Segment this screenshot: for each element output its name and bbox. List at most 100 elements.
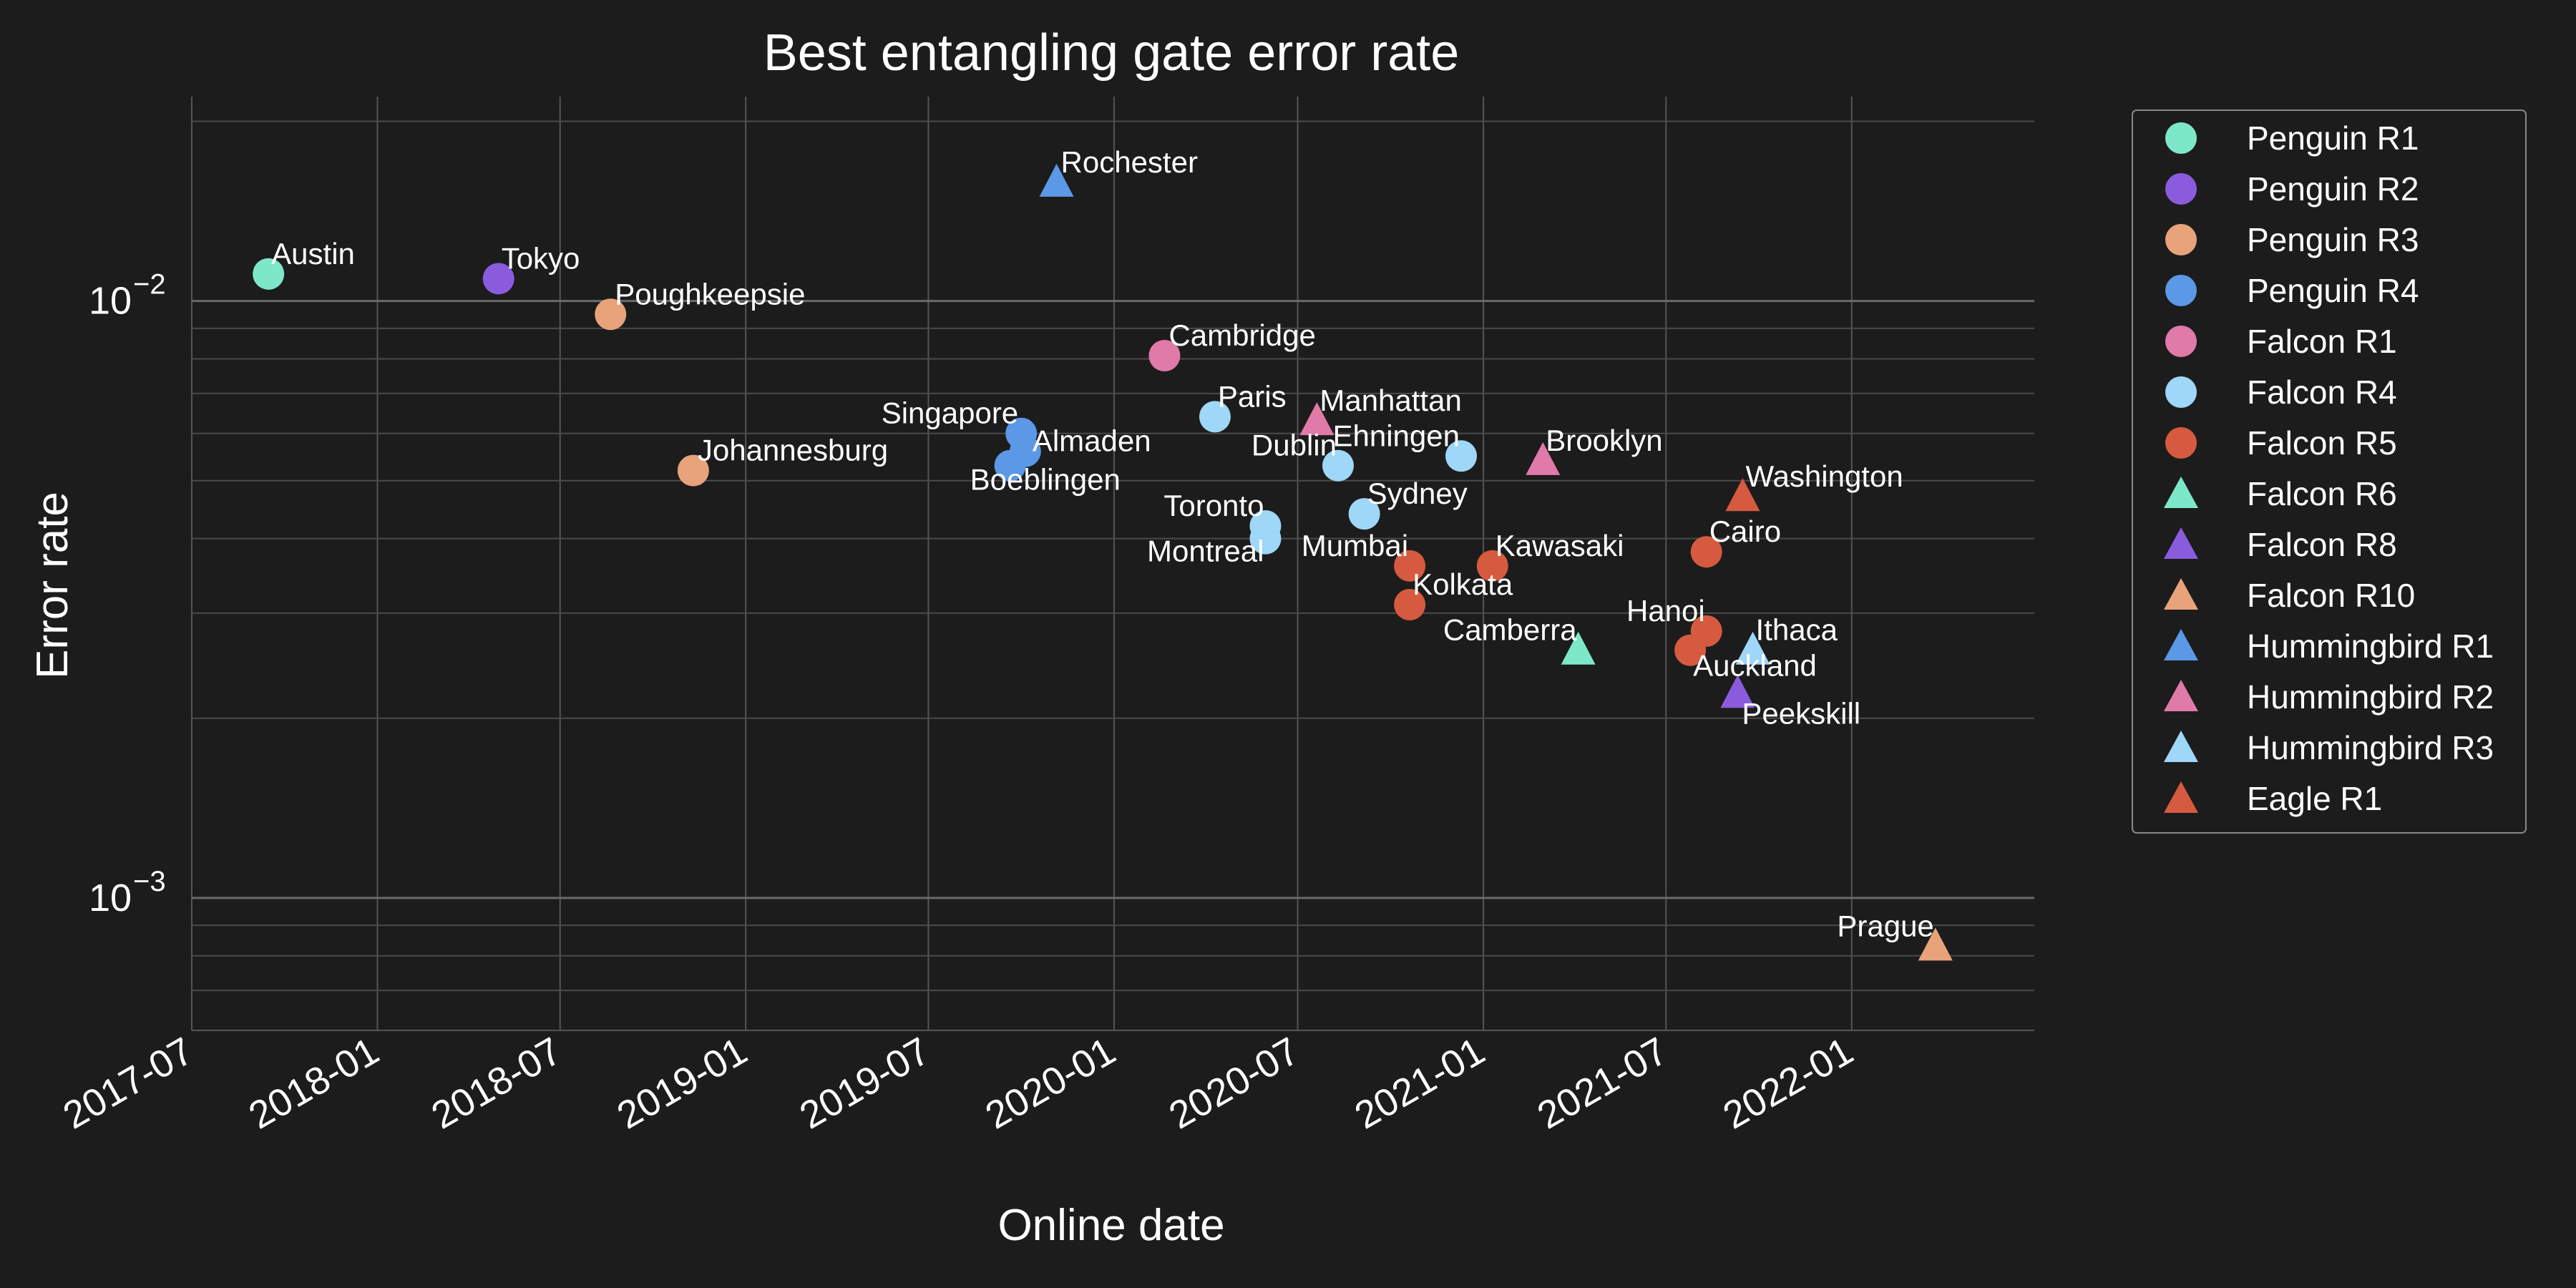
legend-item: Penguin R3 [2165, 221, 2419, 258]
legend-marker [2164, 527, 2198, 559]
legend-marker [2164, 680, 2198, 711]
legend-label: Falcon R5 [2247, 424, 2397, 462]
x-axis-label: Online date [997, 1201, 1224, 1250]
x-tick-labels: 2017-07 2018-01 2018-07 2019-01 2019-07 2020-… [56, 1029, 1860, 1137]
legend-marker [2164, 629, 2198, 660]
legend-marker [2165, 224, 2197, 255]
label-ehningen: Ehningen [1333, 419, 1460, 452]
label-camberra: Camberra [1443, 613, 1577, 647]
legend-items: Penguin R1 Penguin R2 Penguin R3 Penguin R4… [2164, 119, 2494, 817]
legend: Penguin R1 Penguin R2 Penguin R3 Penguin R4… [2132, 109, 2527, 834]
point-montreal [1249, 522, 1282, 555]
x-tick-label: 2021-07 [1531, 1029, 1675, 1137]
label-ithaca: Ithaca [1756, 613, 1838, 647]
x-tick-label: 2019-07 [793, 1029, 937, 1137]
legend-label: Falcon R6 [2247, 475, 2397, 512]
x-tick-label: 2020-07 [1162, 1029, 1307, 1137]
legend-item: Falcon R10 [2164, 577, 2415, 614]
y-tick-label: 10 −2 [89, 269, 166, 323]
label-hanoi: Hanoi [1626, 594, 1705, 628]
x-tick-label: 2021-01 [1347, 1029, 1492, 1137]
legend-marker [2165, 122, 2197, 154]
point-cairo [1690, 536, 1722, 568]
y-tick-exponent: −3 [133, 866, 166, 897]
point-camberra [1561, 631, 1596, 665]
legend-item: Penguin R1 [2165, 119, 2419, 157]
legend-item: Falcon R6 [2164, 475, 2397, 512]
legend-label: Falcon R4 [2247, 374, 2397, 411]
legend-item: Falcon R5 [2165, 424, 2397, 462]
y-tick-label: 10 −3 [89, 866, 166, 919]
label-austin: Austin [271, 237, 355, 270]
legend-label: Falcon R8 [2247, 526, 2397, 563]
legend-marker [2165, 376, 2197, 408]
point-prague [1918, 927, 1953, 961]
point-ithaca [1735, 631, 1770, 665]
label-singapore: Singapore [882, 396, 1018, 430]
legend-frame [2132, 109, 2527, 834]
x-tick-label: 2017-07 [56, 1029, 200, 1137]
legend-item: Penguin R4 [2165, 272, 2419, 309]
legend-label: Penguin R4 [2247, 272, 2419, 309]
legend-marker [2165, 173, 2197, 205]
legend-marker [2164, 578, 2198, 610]
point-tokyo [482, 263, 514, 295]
label-kawasaki: Kawasaki [1496, 529, 1624, 562]
point-kawasaki [1476, 550, 1508, 582]
legend-item: Penguin R2 [2165, 170, 2419, 208]
label-manhattan: Manhattan [1319, 384, 1461, 417]
x-tick-label: 2018-07 [424, 1029, 569, 1137]
label-cairo: Cairo [1709, 514, 1781, 548]
point-auckland [1674, 634, 1707, 666]
point-cambridge [1148, 340, 1181, 372]
legend-label: Penguin R1 [2247, 119, 2419, 157]
data-points [253, 163, 1953, 961]
y-tick-labels: 10−310−2 [89, 269, 166, 919]
grid-layer [191, 97, 2034, 1031]
label-montreal: Montreal [1147, 535, 1264, 568]
point-labels: Austin Tokyo Poughkeepsie Johannesburg Singa… [271, 145, 1934, 942]
label-peekskill: Peekskill [1742, 696, 1860, 730]
legend-label: Penguin R2 [2247, 170, 2419, 208]
point-washington [1725, 478, 1760, 512]
point-paris [1199, 401, 1231, 433]
x-tick-label: 2018-01 [242, 1029, 386, 1137]
label-toronto: Toronto [1163, 489, 1264, 522]
legend-label: Hummingbird R2 [2247, 678, 2494, 716]
label-washington: Washington [1745, 459, 1903, 493]
point-peekskill [1720, 675, 1755, 708]
legend-item: Eagle R1 [2164, 780, 2382, 817]
label-paris: Paris [1218, 379, 1287, 413]
label-tokyo: Tokyo [502, 241, 580, 275]
legend-label: Hummingbird R1 [2247, 628, 2494, 665]
chart-title: Best entangling gate error rate [763, 24, 1460, 82]
legend-label: Hummingbird R3 [2247, 729, 2494, 766]
legend-item: Falcon R8 [2164, 526, 2397, 563]
y-tick-base: 10 [89, 280, 132, 323]
label-kolkata: Kolkata [1413, 567, 1513, 601]
point-boeblingen [994, 449, 1026, 482]
legend-marker [2164, 477, 2198, 508]
label-auckland: Auckland [1693, 649, 1817, 683]
legend-item: Hummingbird R2 [2164, 678, 2494, 716]
legend-item: Hummingbird R1 [2164, 628, 2494, 665]
point-brooklyn [1526, 441, 1561, 475]
y-tick-exponent: −2 [133, 269, 166, 301]
label-almaden: Almaden [1033, 424, 1151, 458]
legend-label: Eagle R1 [2247, 780, 2382, 817]
legend-marker [2165, 326, 2197, 357]
point-rochester [1039, 163, 1074, 197]
label-dublin: Dublin [1252, 429, 1337, 462]
label-sydney: Sydney [1367, 477, 1468, 510]
label-brooklyn: Brooklyn [1546, 424, 1662, 457]
label-cambridge: Cambridge [1169, 318, 1315, 352]
legend-marker [2164, 731, 2198, 762]
label-rochester: Rochester [1061, 145, 1198, 179]
label-boeblingen: Boeblingen [970, 463, 1121, 497]
point-dublin [1322, 449, 1354, 482]
legend-label: Falcon R1 [2247, 323, 2397, 360]
legend-marker [2165, 275, 2197, 306]
legend-marker [2165, 427, 2197, 459]
legend-label: Penguin R3 [2247, 221, 2419, 258]
label-mumbai: Mumbai [1302, 529, 1408, 562]
